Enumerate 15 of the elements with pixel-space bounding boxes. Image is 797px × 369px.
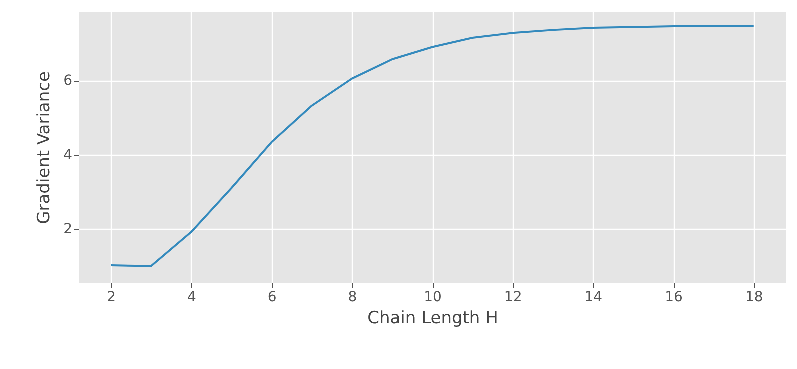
x-tick-label: 6 [268, 290, 277, 306]
y-tick-label: 4 [64, 147, 73, 164]
x-tick-label: 10 [424, 290, 442, 306]
y-axis-title: Gradient Variance [34, 72, 55, 224]
x-tick-label: 12 [504, 290, 522, 306]
line-series [110, 25, 755, 268]
x-tick-label: 8 [348, 290, 358, 306]
x-tick-label: 14 [584, 290, 603, 306]
y-tick-label: 6 [64, 73, 73, 90]
y-tick-label: 2 [64, 222, 72, 238]
x-tick-label: 4 [188, 290, 197, 306]
x-tick-label: 2 [107, 290, 116, 306]
x-tick-label: 18 [745, 290, 764, 306]
x-tick-label: 16 [665, 290, 684, 306]
x-axis-title: Chain Length H [368, 308, 498, 328]
